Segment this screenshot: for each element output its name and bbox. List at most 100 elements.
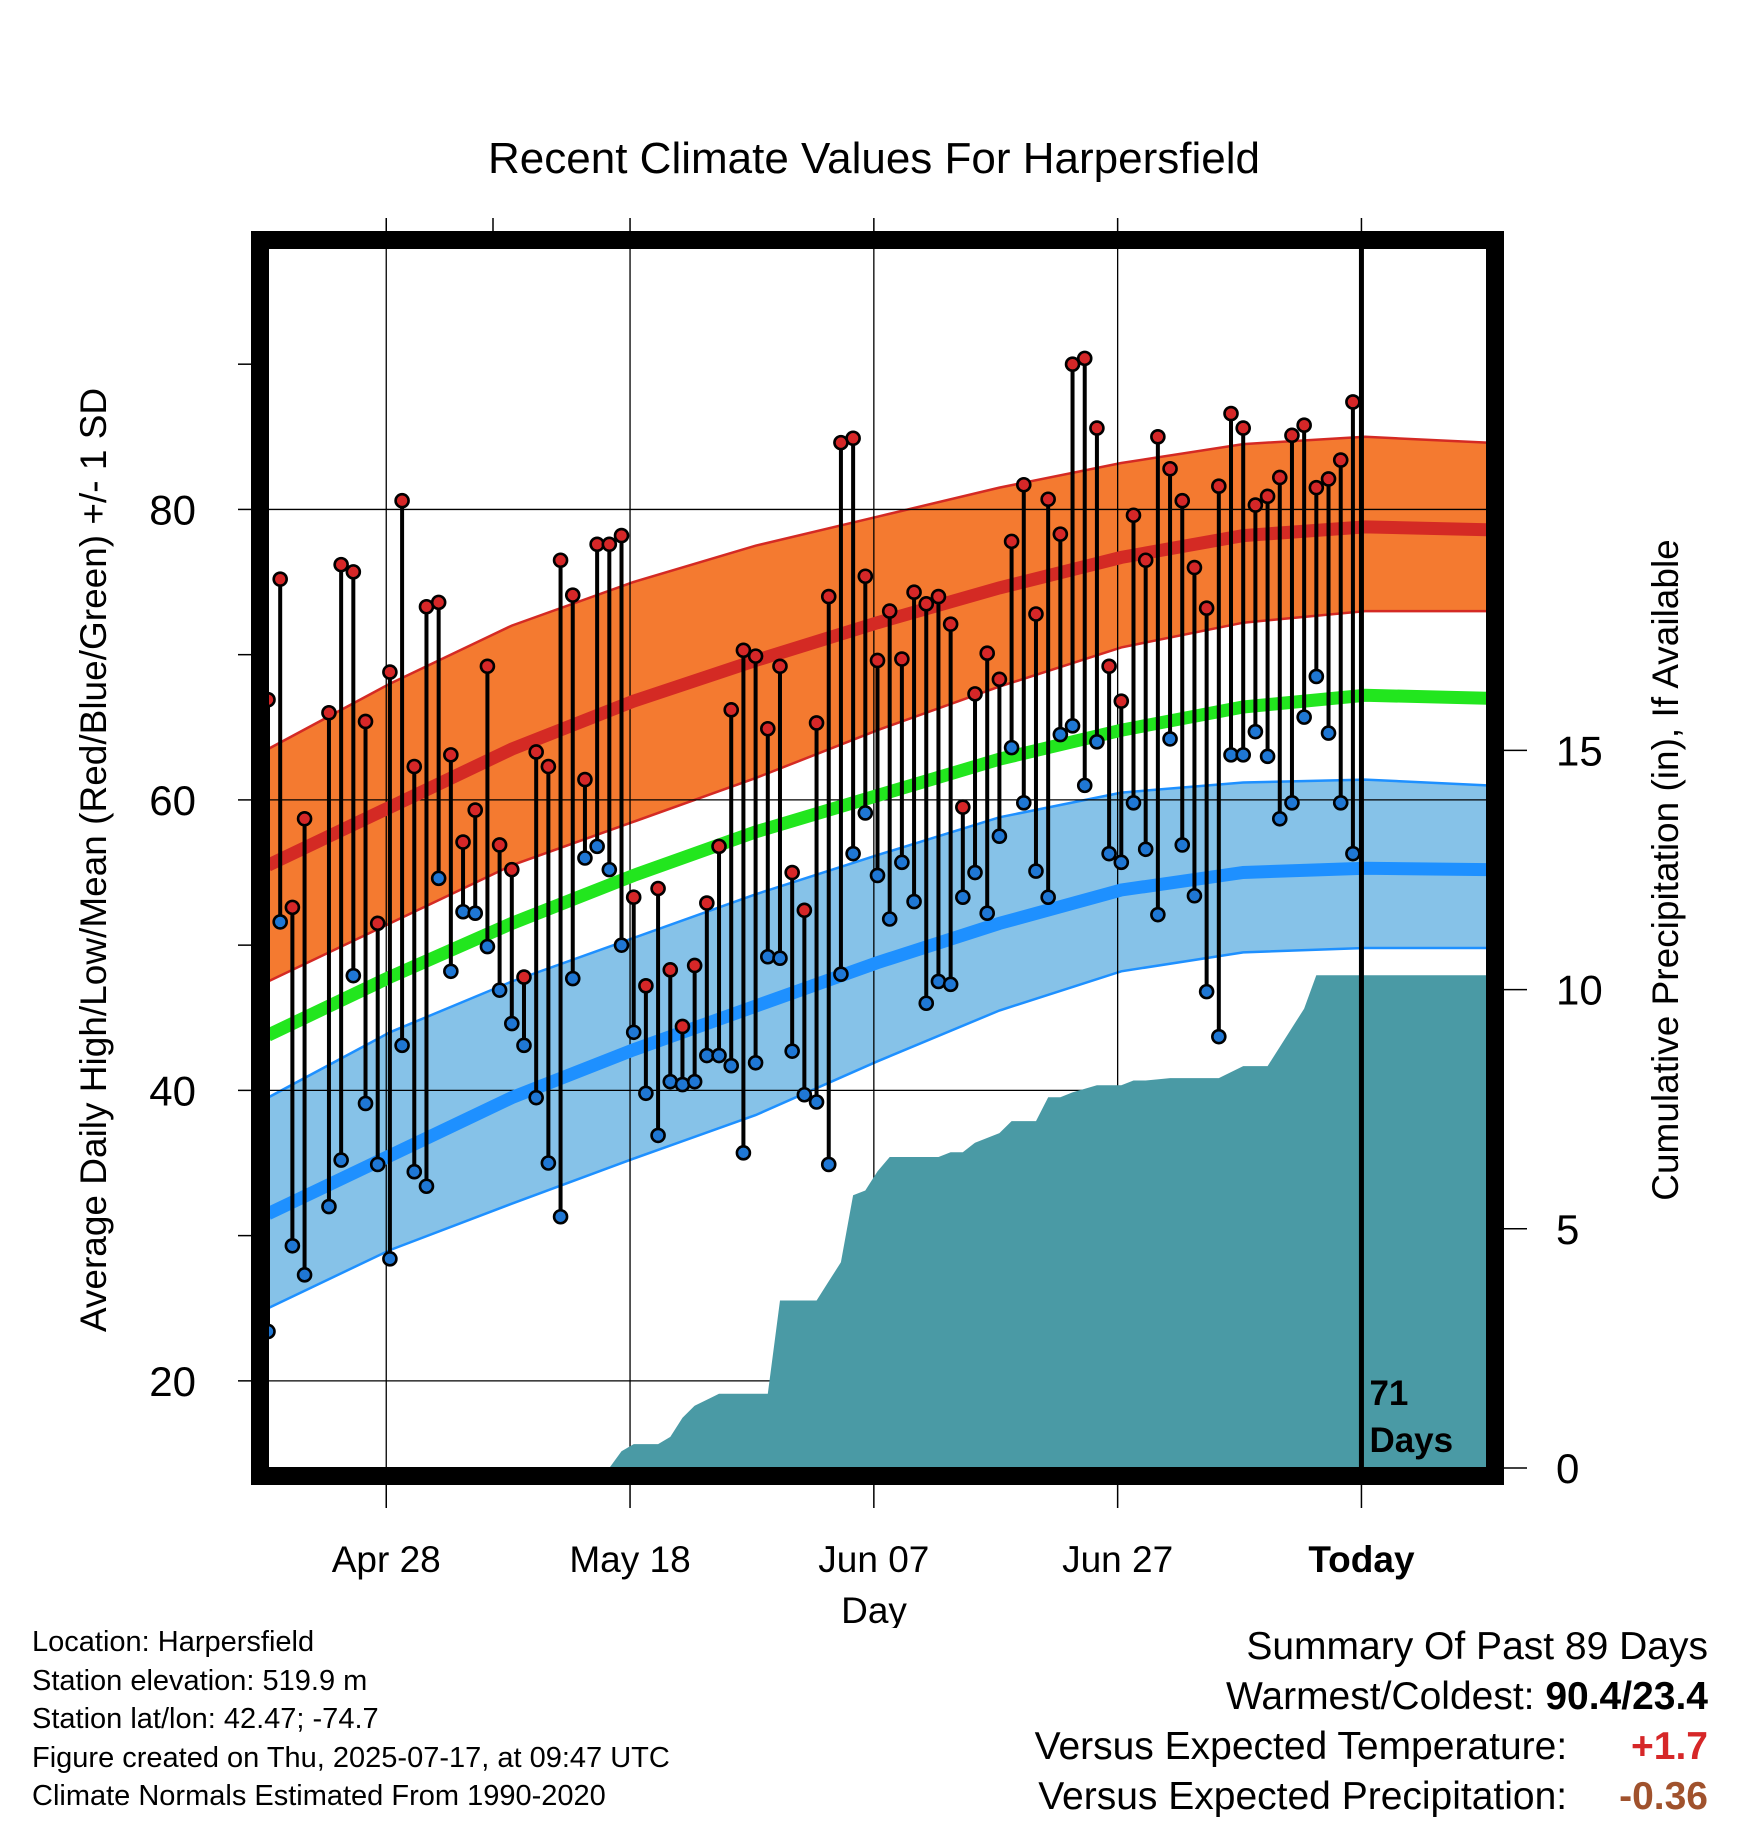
x-tick-label: May 18: [569, 1539, 690, 1580]
daily-low-point: [1296, 709, 1312, 725]
daily-high-point: [1332, 452, 1349, 468]
daily-high-point: [857, 568, 874, 585]
daily-low-point: [552, 1208, 569, 1225]
daily-high-point: [894, 651, 910, 667]
daily-high-point: [467, 802, 484, 818]
daily-high-point: [930, 588, 947, 605]
daily-low-point: [382, 1251, 398, 1267]
daily-high-point: [747, 648, 764, 664]
y-tick-label: 20: [149, 1358, 196, 1405]
daily-low-point: [625, 1024, 642, 1041]
summary-title: Summary Of Past 89 Days: [1246, 1625, 1708, 1668]
daily-high-point: [1137, 552, 1154, 569]
daily-low-point: [686, 1073, 703, 1090]
today-days-word: Days: [1369, 1421, 1453, 1460]
x-axis-label: Day: [841, 1590, 907, 1628]
daily-low-point: [662, 1073, 679, 1090]
daily-low-point: [564, 970, 581, 987]
daily-low-point: [1003, 739, 1020, 756]
daily-high-point: [772, 658, 788, 675]
daily-high-point: [430, 594, 447, 611]
daily-high-point: [503, 861, 520, 878]
daily-high-point: [1198, 600, 1215, 616]
plot-frame: [251, 231, 1504, 1485]
daily-low-point: [796, 1086, 813, 1103]
daily-low-point: [1052, 726, 1069, 743]
daily-low-point: [418, 1178, 435, 1195]
daily-high-point: [759, 720, 776, 737]
daily-low-point: [1089, 734, 1105, 750]
daily-low-point: [1271, 810, 1288, 827]
summary-panel: Summary Of Past 89 Days Warmest/Coldest:…: [1035, 1622, 1708, 1822]
daily-high-point: [455, 834, 471, 850]
daily-low-point: [723, 1057, 740, 1074]
low-normal-line: [268, 861, 1487, 1220]
daily-high-point: [369, 915, 386, 932]
daily-high-point: [686, 957, 703, 974]
daily-low-point: [930, 973, 947, 990]
daily-high-point: [1284, 427, 1300, 444]
daily-low-point: [577, 850, 593, 866]
daily-low-point: [528, 1089, 544, 1106]
normals-text: Climate Normals Estimated From 1990-2020: [32, 1780, 606, 1812]
daily-low-point: [272, 914, 288, 930]
daily-high-point: [1320, 471, 1337, 487]
warmest-coldest-label: Warmest/Coldest:: [1226, 1675, 1535, 1718]
daily-high-point: [1259, 488, 1276, 505]
x-tick-label: Jun 07: [818, 1539, 929, 1580]
daily-high-point: [906, 584, 922, 601]
daily-high-point: [1089, 420, 1105, 436]
y2-tick-label: 15: [1556, 727, 1603, 774]
daily-high-point: [321, 704, 337, 721]
daily-low-point: [857, 805, 874, 821]
daily-high-point: [1076, 350, 1093, 367]
daily-high-point: [1125, 507, 1142, 524]
daily-high-point: [491, 837, 508, 853]
daily-low-point: [772, 950, 788, 967]
high-normal-line: [268, 520, 1487, 872]
daily-high-point: [345, 564, 362, 580]
daily-low-point: [613, 937, 630, 953]
daily-low-point: [1186, 887, 1203, 904]
daily-high-point: [1052, 526, 1069, 542]
daily-low-point: [1345, 845, 1361, 862]
daily-high-point: [918, 596, 935, 612]
daily-high-point: [1028, 606, 1044, 622]
daily-high-point: [1064, 356, 1081, 372]
daily-high-point: [1296, 417, 1312, 433]
daily-high-point: [942, 616, 959, 632]
daily-high-point: [333, 556, 349, 573]
x-tick-label: Jun 27: [1062, 1539, 1173, 1580]
daily-high-point: [479, 658, 496, 675]
daily-low-point: [918, 995, 935, 1012]
daily-low-point: [1125, 795, 1142, 811]
daily-low-point: [601, 861, 618, 878]
daily-high-point: [357, 713, 374, 730]
daily-high-point: [577, 771, 593, 788]
daily-low-point: [1101, 845, 1117, 862]
daily-low-point: [296, 1267, 313, 1283]
daily-low-point: [845, 845, 861, 862]
daily-high-point: [1345, 394, 1361, 410]
daily-low-point: [1320, 725, 1337, 741]
temp-departure-value: +1.7: [1631, 1725, 1708, 1768]
daily-low-point: [321, 1198, 337, 1215]
daily-high-point: [272, 571, 288, 587]
daily-low-point: [1113, 854, 1130, 871]
daily-high-point: [711, 838, 727, 855]
daily-high-point: [552, 552, 569, 569]
daily-high-point: [601, 536, 618, 553]
daily-low-point: [820, 1156, 837, 1173]
daily-low-point: [540, 1155, 557, 1171]
x-tick-label: Today: [1308, 1539, 1415, 1580]
latlon-text: Station lat/lon: 42.47; -74.7: [32, 1703, 379, 1735]
y2-axis-label: Cumulative Precipitation (in), If Availa…: [1645, 539, 1686, 1201]
daily-high-point: [820, 588, 837, 605]
daily-high-point: [1271, 469, 1288, 486]
daily-low-point: [589, 838, 605, 855]
daily-low-point: [967, 864, 983, 881]
daily-high-point: [662, 962, 679, 978]
daily-low-point: [1076, 777, 1093, 794]
daily-high-point: [625, 889, 642, 906]
y-tick-label: 40: [149, 1067, 196, 1114]
